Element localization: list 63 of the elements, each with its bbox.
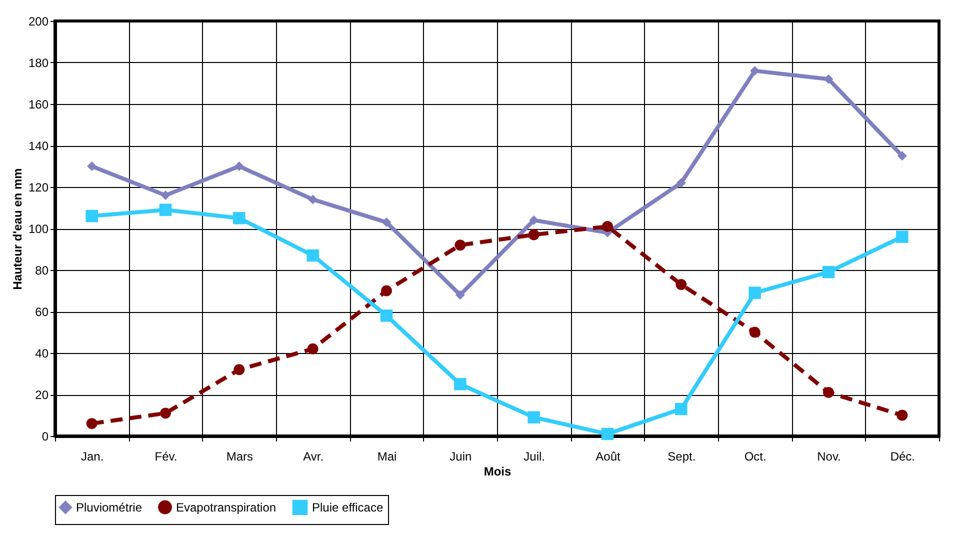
point <box>602 220 613 232</box>
x-tick-label: Mai <box>377 450 397 464</box>
point <box>676 279 687 290</box>
y-tick-label: 100 <box>28 222 49 236</box>
point <box>307 343 318 354</box>
point <box>529 215 539 225</box>
point <box>824 74 834 84</box>
y-tick-label: 80 <box>35 264 49 278</box>
point <box>455 290 465 300</box>
x-axis-title: Mois <box>484 464 512 478</box>
point <box>86 418 98 430</box>
y-tick-label: 120 <box>28 180 49 194</box>
x-tick-label: Août <box>596 450 622 464</box>
point <box>380 310 393 322</box>
point <box>528 229 540 240</box>
x-tick-label: Jan. <box>80 450 104 464</box>
point <box>528 411 540 424</box>
point <box>822 266 835 278</box>
y-tick-label: 180 <box>28 56 49 70</box>
point <box>897 151 907 161</box>
x-tick-label: Oct. <box>744 450 766 464</box>
point <box>86 210 98 222</box>
point <box>234 162 244 171</box>
point <box>675 402 688 416</box>
x-tick-label: Mars <box>226 450 254 464</box>
point <box>233 212 246 224</box>
point <box>159 204 172 216</box>
point <box>823 386 834 398</box>
y-tick-label: 60 <box>35 305 49 319</box>
point <box>601 428 614 440</box>
y-tick-label: 200 <box>28 14 49 28</box>
point <box>234 364 245 376</box>
point <box>381 285 392 296</box>
point <box>896 230 908 243</box>
legend-label: Pluviométrie <box>76 500 142 514</box>
x-tick-label: Fév. <box>154 450 178 464</box>
point <box>87 162 97 171</box>
x-tick-label: Nov. <box>817 450 841 464</box>
x-tick-label: Juil. <box>524 450 546 464</box>
point <box>306 249 319 262</box>
y-tick-label: 40 <box>35 346 49 360</box>
point <box>160 408 171 419</box>
x-tick-label: Juin <box>450 450 472 464</box>
point <box>160 190 170 200</box>
point <box>308 194 318 204</box>
y-tick-label: 160 <box>28 98 49 112</box>
point <box>382 218 392 228</box>
legend-label: Pluie efficace <box>312 500 384 514</box>
point <box>749 326 760 338</box>
x-tick-label: Déc. <box>890 450 916 464</box>
x-tick-label: Avr. <box>303 450 324 464</box>
point <box>454 240 466 251</box>
point <box>750 66 760 76</box>
point <box>748 286 761 299</box>
y-tick-label: 20 <box>35 388 49 402</box>
legend-label: Evapotranspiration <box>176 500 276 514</box>
y-tick-label: 0 <box>42 430 49 444</box>
point <box>454 378 466 390</box>
x-tick-label: Sept. <box>668 450 696 464</box>
point <box>676 178 686 188</box>
y-tick-label: 140 <box>28 139 49 153</box>
y-axis-title: Hauteur d'eau en mm <box>10 168 24 290</box>
point <box>896 410 908 421</box>
